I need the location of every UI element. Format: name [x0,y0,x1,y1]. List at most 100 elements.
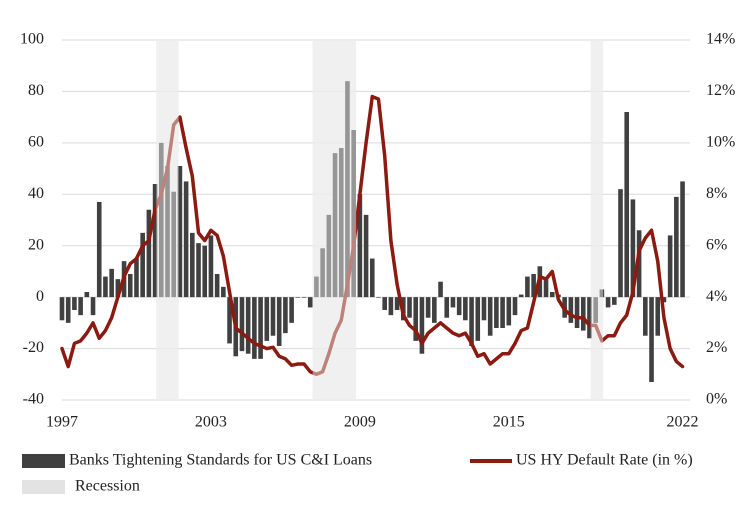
y-tick-label: -20 [23,339,44,356]
bar [512,297,518,316]
bar [611,297,617,305]
bar [525,276,530,298]
bar [301,297,307,298]
bar [494,297,499,328]
bar [382,297,387,310]
y-tick-label: 0 [36,288,44,305]
y-tick-label: 20 [28,236,44,253]
bar [636,230,642,298]
bar [432,297,437,323]
bar [580,297,586,331]
bar [214,274,220,298]
bar [351,130,356,298]
bar [289,297,294,323]
bar [295,297,301,298]
bar [245,297,251,354]
bar [115,279,121,298]
bar [456,297,462,316]
y2-tick-label: 8% [706,185,727,202]
bar [208,235,214,298]
bar [90,297,96,316]
bar [338,148,344,298]
x-tick-label: 2009 [344,414,376,431]
bar [96,202,102,298]
y-tick-label: 80 [28,82,44,99]
bar [425,297,431,318]
legend-label: US HY Default Rate (in %) [516,452,693,469]
y-tick-label: 100 [20,31,44,48]
legend-label: Banks Tightening Standards for US C&I Lo… [69,452,372,469]
bar [463,297,468,321]
bar [227,297,232,344]
bar [661,297,667,303]
bar [394,297,400,310]
bar [568,297,574,323]
legend-swatch [22,480,65,494]
bar [84,292,90,298]
bar [363,214,369,298]
bar [258,297,263,359]
bar [252,297,257,359]
bar [127,274,133,298]
bar [543,279,549,298]
bar [599,289,605,298]
bar [276,297,282,346]
y2-tick-label: 10% [706,134,735,151]
bar [283,297,288,334]
bar [202,245,208,298]
bar [643,297,648,336]
y-tick-label: 60 [28,134,44,151]
bar [624,112,630,298]
bar [438,281,443,298]
bar [314,276,319,298]
bar [500,297,505,328]
bar [593,297,598,323]
bar [59,297,65,321]
bar [388,297,394,316]
bar [587,297,592,339]
bar [177,166,183,298]
bar [109,268,114,298]
bar [407,297,412,318]
bar [674,196,679,298]
bar [103,276,108,298]
bar [332,153,338,298]
bar [506,297,512,326]
line [60,94,685,377]
bar [680,181,685,298]
bar [357,194,363,298]
y2-tick-label: 0% [706,391,727,408]
bar [190,232,195,298]
bar [221,286,226,298]
bar [264,297,270,341]
y2-tick-label: 2% [706,339,727,356]
bar [605,297,611,308]
bar [152,184,158,298]
bar [649,297,654,382]
bar [376,297,381,298]
bar [146,209,152,298]
bar [270,297,276,336]
x-tick-label: 2003 [195,414,227,431]
recession-overlay [590,40,604,400]
bar [239,297,245,352]
bar [469,297,474,346]
bar [549,292,555,298]
bar [655,297,661,336]
y2-tick-label: 12% [706,82,735,99]
bar [140,232,145,298]
bar [326,214,332,298]
recession-overlay [312,40,357,400]
bar [531,274,536,298]
y-tick-label: 40 [28,185,44,202]
bar [72,297,77,310]
recession-overlay [156,40,179,400]
bar [618,189,623,298]
bar [475,297,481,341]
y2-tick-label: 6% [706,236,727,253]
bar [630,199,636,298]
x-tick-label: 2015 [493,414,525,431]
bar [450,297,456,308]
bar [413,297,419,341]
